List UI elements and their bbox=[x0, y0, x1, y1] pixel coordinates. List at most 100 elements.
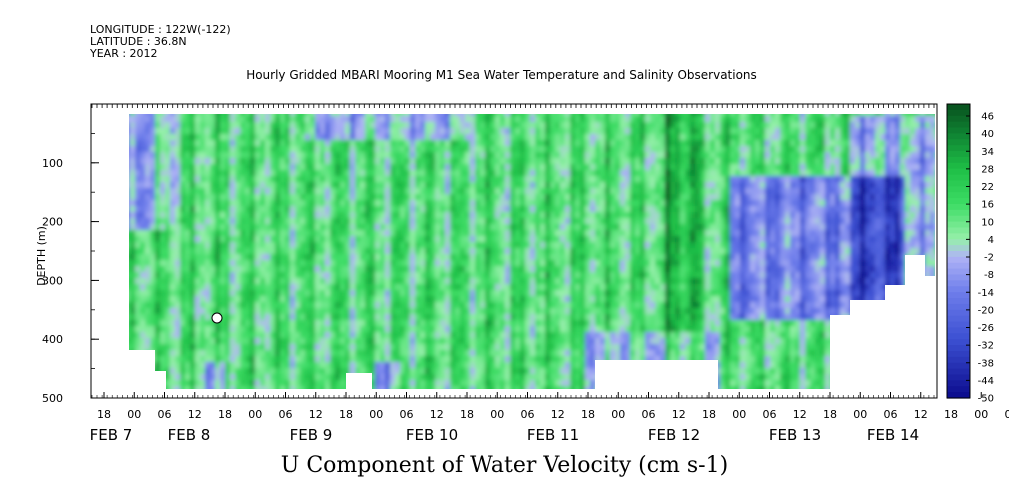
colorbar-segment bbox=[947, 227, 970, 234]
colorbar-segment bbox=[947, 233, 970, 240]
colorbar-segment bbox=[947, 127, 970, 134]
x-hour-tick-label: 00 bbox=[732, 408, 746, 421]
x-hour-tick-label: 00 bbox=[490, 408, 504, 421]
colorbar-segment bbox=[947, 392, 970, 399]
colorbar-segment bbox=[947, 286, 970, 293]
x-hour-tick-label: 06 bbox=[884, 408, 898, 421]
colorbar-segment bbox=[947, 345, 970, 352]
colorbar-tick-label: -50 bbox=[978, 394, 994, 405]
colorbar-segment bbox=[947, 203, 970, 211]
colorbar-segment bbox=[947, 151, 970, 158]
colorbar-segment bbox=[947, 168, 970, 176]
colorbar-tick-label: 10 bbox=[981, 217, 994, 228]
y-axis-label: DEPTH (m) bbox=[35, 226, 48, 286]
colorbar-segment bbox=[947, 198, 970, 205]
x-hour-tick-label: 06 bbox=[521, 408, 535, 421]
colorbar-segment bbox=[947, 180, 970, 187]
colorbar-tick-label: -32 bbox=[978, 341, 994, 352]
latitude-label: LATITUDE : 36.8N bbox=[90, 35, 187, 48]
x-hour-tick-label: 06 bbox=[642, 408, 656, 421]
colorbar-tick-label: -8 bbox=[984, 270, 994, 281]
colorbar-segment bbox=[947, 386, 970, 393]
x-date-label: FEB 7 bbox=[90, 426, 133, 444]
colorbar-segment bbox=[947, 133, 970, 140]
y-tick-label: 400 bbox=[42, 333, 63, 346]
x-hour-tick-label: 00 bbox=[853, 408, 867, 421]
colorbar-segment bbox=[947, 356, 970, 364]
y-tick-label: 500 bbox=[42, 392, 63, 405]
x-hour-tick-label: 18 bbox=[944, 408, 958, 421]
x-hour-tick-label: 06 bbox=[400, 408, 414, 421]
colorbar-tick-label: 34 bbox=[981, 147, 994, 158]
colorbar-segment bbox=[947, 121, 970, 129]
x-hour-tick-label: 12 bbox=[914, 408, 928, 421]
colorbar-segment bbox=[947, 298, 970, 305]
colorbar-segment bbox=[947, 192, 970, 199]
x-hour-tick-label: 18 bbox=[702, 408, 716, 421]
x-hour-tick-label: 00 bbox=[127, 408, 141, 421]
colorbar-segment bbox=[947, 303, 970, 311]
colorbar-segment bbox=[947, 109, 970, 117]
y-tick-label: 200 bbox=[42, 216, 63, 229]
location-metadata: LONGITUDE : 122W(-122) LATITUDE : 36.8N … bbox=[90, 24, 231, 60]
x-hour-tick-label: 00 bbox=[248, 408, 262, 421]
colorbar-segment bbox=[947, 239, 970, 246]
x-hour-tick-label: 18 bbox=[97, 408, 111, 421]
x-date-label: FEB 9 bbox=[290, 426, 333, 444]
x-date-label: FEB 8 bbox=[168, 426, 211, 444]
chart-title-wrapper: Hourly Gridded MBARI Mooring M1 Sea Wate… bbox=[0, 68, 1009, 82]
colorbar-segment bbox=[947, 333, 970, 340]
chart-title: Hourly Gridded MBARI Mooring M1 Sea Wate… bbox=[246, 68, 757, 82]
colorbar-segment bbox=[947, 380, 970, 387]
colorbar-segment bbox=[947, 374, 970, 381]
colorbar-segment bbox=[947, 268, 970, 276]
colorbar-segment bbox=[947, 256, 970, 264]
x-hour-tick-label: 06 bbox=[279, 408, 293, 421]
x-hour-tick-label: 00 bbox=[611, 408, 625, 421]
x-hour-tick-label: 06 bbox=[1005, 408, 1009, 421]
colorbar-segment bbox=[947, 292, 970, 299]
colorbar-segment bbox=[947, 186, 970, 193]
colorbar-tick-label: 46 bbox=[981, 112, 994, 123]
x-date-label: FEB 11 bbox=[527, 426, 579, 444]
colorbar-tick-label: 28 bbox=[981, 164, 994, 175]
colorbar-segment bbox=[947, 262, 970, 270]
variable-title: U Component of Water Velocity (cm s-1) bbox=[280, 453, 729, 478]
y-tick-label: 300 bbox=[42, 274, 63, 287]
heatmap-field bbox=[129, 114, 935, 389]
x-date-label: FEB 13 bbox=[769, 426, 821, 444]
colorbar-segment bbox=[947, 251, 970, 258]
longitude-label: LONGITUDE : 122W(-122) bbox=[90, 23, 231, 36]
colorbar-tick-label: 22 bbox=[981, 182, 994, 193]
x-hour-tick-label: 18 bbox=[339, 408, 353, 421]
x-hour-tick-label: 12 bbox=[309, 408, 323, 421]
colorbar-segment bbox=[947, 315, 970, 323]
colorbar-segment bbox=[947, 209, 970, 217]
colorbar-tick-label: 40 bbox=[981, 129, 994, 140]
colorbar-segment bbox=[947, 321, 970, 329]
x-hour-tick-label: 18 bbox=[460, 408, 474, 421]
axes: 18 00 06 12 18 00 06 12 18 00 06 12 18 00 06 12 18 00 06 12… bbox=[42, 104, 1009, 444]
colorbar-segment bbox=[947, 156, 970, 164]
colorbar-tick-label: -14 bbox=[978, 288, 994, 299]
x-date-label: FEB 10 bbox=[406, 426, 458, 444]
x-hour-tick-label: 00 bbox=[369, 408, 383, 421]
colorbar-segment bbox=[947, 174, 970, 182]
colorbar-segment bbox=[947, 245, 970, 252]
x-hour-tick-label: 18 bbox=[581, 408, 595, 421]
colorbar-segment bbox=[947, 104, 970, 111]
colorbar-segment bbox=[947, 139, 970, 146]
x-hour-tick-label: 18 bbox=[823, 408, 837, 421]
colorbar-segment bbox=[947, 115, 970, 123]
x-date-label: FEB 14 bbox=[867, 426, 919, 444]
missing-data-marker bbox=[211, 312, 223, 324]
colorbar-tick-label: -44 bbox=[978, 376, 994, 387]
colorbar: 46 40 34 28 22 16 10 4 -2 -8 -14 -20 -26 -32 -38 -44 -50 bbox=[946, 103, 994, 405]
colorbar-tick-label: 4 bbox=[988, 235, 994, 246]
colorbar-tick-label: -26 bbox=[978, 323, 994, 334]
colorbar-segment bbox=[947, 368, 970, 376]
colorbar-segment bbox=[947, 362, 970, 370]
colorbar-tick-label: 16 bbox=[981, 200, 994, 211]
x-hour-tick-label: 00 bbox=[974, 408, 988, 421]
